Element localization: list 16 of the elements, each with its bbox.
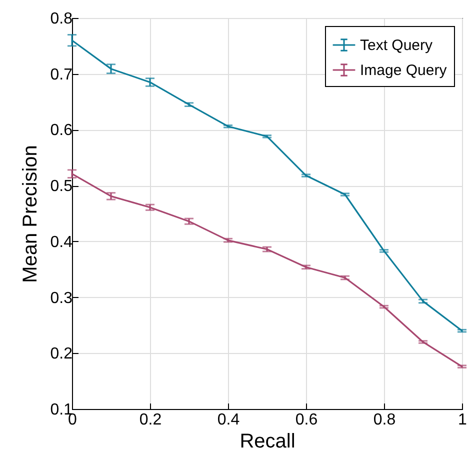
x-axis-title: Recall (240, 430, 296, 452)
legend-label: Image Query (360, 62, 448, 79)
x-tick-label: 0.8 (373, 412, 396, 428)
legend-label: Text Query (360, 37, 434, 54)
x-tick-label: 0.2 (139, 412, 162, 428)
y-tick-label: 0.6 (50, 122, 73, 140)
y-tick-label: 0.3 (50, 290, 73, 307)
y-tick-label: 0.8 (50, 10, 73, 28)
x-tick-label: 0.6 (295, 412, 318, 428)
y-tick-label: 0.4 (50, 234, 73, 251)
y-axis-title: Mean Precision (19, 145, 42, 283)
y-tick-label: 0.7 (50, 66, 73, 84)
y-tick-label: 0.2 (50, 346, 73, 363)
x-tick-label: 0.4 (217, 412, 240, 428)
x-tick-label: 1 (458, 412, 468, 428)
y-tick-label: 0.5 (50, 178, 73, 196)
